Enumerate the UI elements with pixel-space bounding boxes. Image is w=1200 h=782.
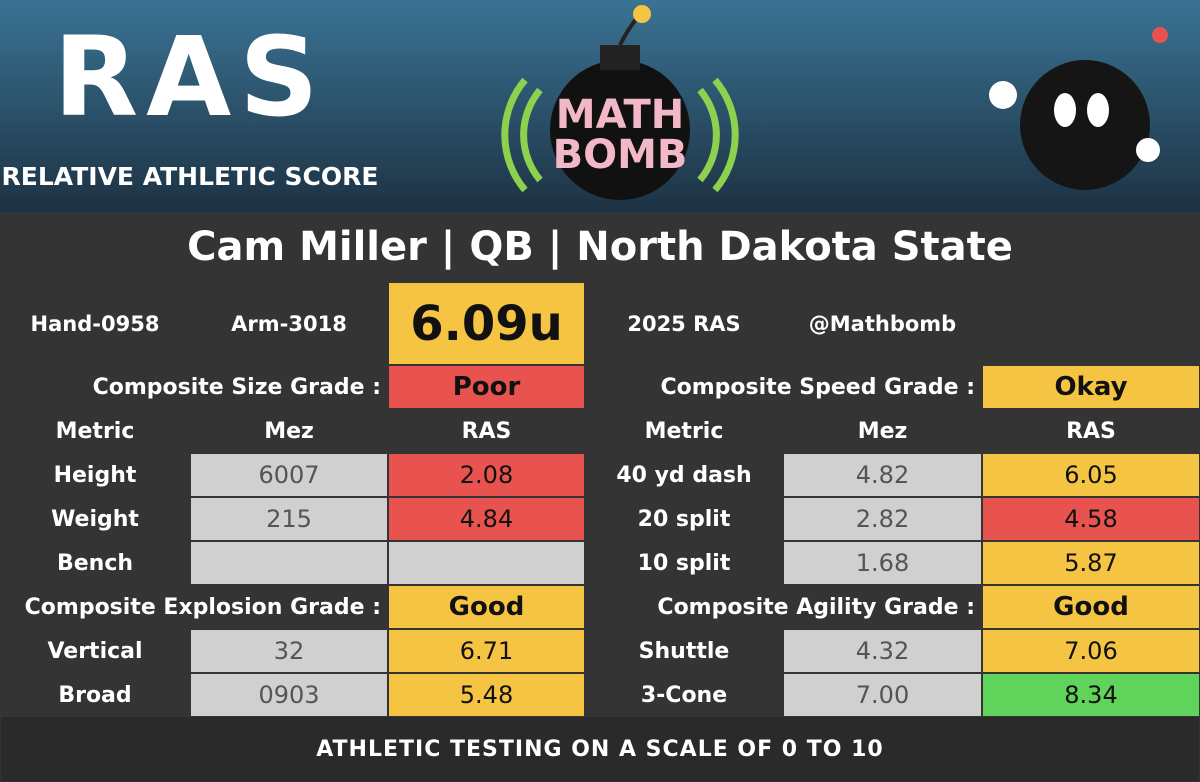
ras: 6.71 [389, 630, 584, 672]
ras: 5.48 [389, 674, 584, 716]
info-cell: 2025 RAS [627, 311, 741, 336]
metric: 10 split [637, 550, 731, 576]
info-cell: @Mathbomb [808, 311, 957, 336]
metric: Broad [58, 682, 132, 708]
column-header: RAS [1066, 418, 1116, 444]
banner: RAS RELATIVE ATHLETIC SCORE MATH BOMB [0, 0, 1200, 212]
mez: 4.82 [784, 454, 981, 496]
logo-title: RAS [53, 13, 326, 141]
mez: 1.68 [784, 542, 981, 584]
grade-label: Composite Explosion Grade : [24, 594, 381, 620]
title: Cam Miller | QB | North Dakota State [187, 224, 1013, 270]
badge-bottom: BOMB [553, 132, 688, 178]
metric: Height [53, 462, 137, 488]
spark [633, 5, 651, 23]
mascot-eye [1054, 93, 1076, 127]
ras: 6.05 [983, 454, 1199, 496]
metric: 3-Cone [640, 682, 728, 708]
mez: 7.00 [784, 674, 981, 716]
mascot-hand [1136, 138, 1160, 162]
column-header: Metric [644, 418, 724, 444]
mascot-hand [989, 81, 1017, 109]
ras: 4.84 [389, 498, 584, 540]
grade: Poor [389, 366, 584, 408]
ras: 8.34 [983, 674, 1199, 716]
mez: 6007 [191, 454, 387, 496]
mez: 0903 [191, 674, 387, 716]
metric: 40 yd dash [616, 462, 752, 488]
spark [1152, 27, 1168, 43]
metric: Bench [56, 550, 134, 576]
ras: 2.08 [389, 454, 584, 496]
mez: 32 [191, 630, 387, 672]
grade: Good [983, 586, 1199, 628]
grade-label: Composite Speed Grade : [660, 374, 976, 400]
badge-bomb [550, 60, 690, 200]
grade-label: Composite Size Grade : [92, 374, 381, 400]
grade: Okay [983, 366, 1199, 408]
column-header: Metric [55, 418, 135, 444]
info-cell: Hand-0958 [30, 311, 160, 336]
mez: 4.32 [784, 630, 981, 672]
mez: 215 [191, 498, 387, 540]
mascot-eye [1087, 93, 1109, 127]
column-header: RAS [461, 418, 512, 444]
column-header: Mez [264, 418, 314, 444]
metric: Weight [51, 506, 139, 532]
info-cell: Arm-3018 [231, 311, 347, 336]
metric: Vertical [47, 638, 143, 664]
metric: Shuttle [638, 638, 730, 664]
badge-fuse [600, 45, 640, 70]
score: 6.09u [389, 283, 584, 364]
mascot-bomb [1020, 60, 1150, 190]
column-header: Mez [857, 418, 908, 444]
grade: Good [389, 586, 584, 628]
ras: 5.87 [983, 542, 1199, 584]
badge-waves [501, 77, 739, 193]
mez: 2.82 [784, 498, 981, 540]
logo-subtitle: RELATIVE ATHLETIC SCORE [2, 162, 379, 191]
ras: 4.58 [983, 498, 1199, 540]
metric: 20 split [637, 506, 731, 532]
ras: 7.06 [983, 630, 1199, 672]
grade-label: Composite Agility Grade : [657, 594, 975, 620]
ras [389, 542, 584, 584]
badge-top: MATH [556, 92, 684, 138]
footer: ATHLETIC TESTING ON A SCALE OF 0 TO 10 [1, 717, 1199, 781]
mez [191, 542, 387, 584]
